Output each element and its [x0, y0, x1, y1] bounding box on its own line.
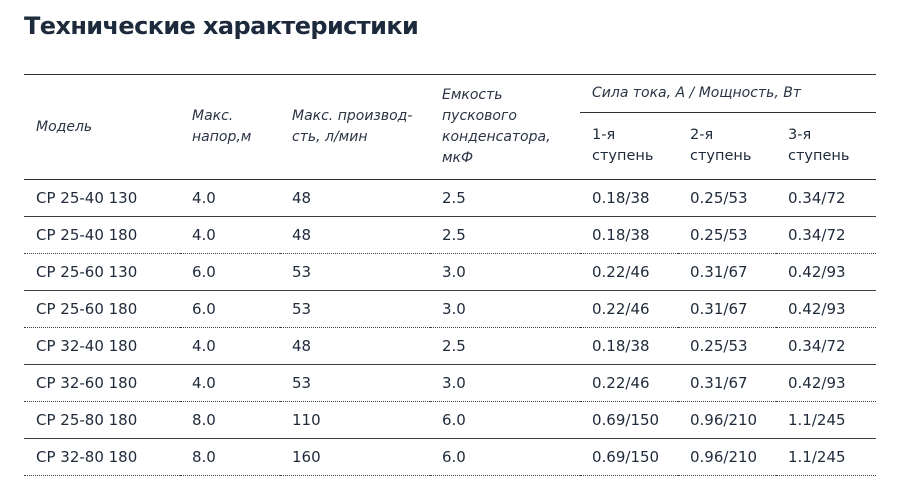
header-stage-3-line2: ступень [788, 148, 850, 164]
cell-stage-1: 0.22/46 [580, 364, 678, 402]
cell-stage-2: 0.25/53 [678, 179, 776, 217]
table-row: CP 32-40 180 4.0 48 2.5 0.18/38 0.25/53 … [24, 327, 876, 365]
cell-stage-3: 0.34/72 [776, 179, 876, 217]
table-row: CP 25-60 180 6.0 53 3.0 0.22/46 0.31/67 … [24, 290, 876, 328]
header-capacitor-line3: конденсатора, [442, 129, 551, 145]
cell-model: CP 25-60 130 [24, 253, 180, 291]
cell-max-head: 8.0 [180, 401, 280, 439]
cell-max-flow: 110 [280, 401, 430, 439]
cell-stage-2: 0.31/67 [678, 364, 776, 402]
cell-capacitor: 3.0 [430, 290, 580, 328]
cell-stage-3: 0.42/93 [776, 253, 876, 291]
cell-capacitor: 3.0 [430, 253, 580, 291]
cell-capacitor: 2.5 [430, 327, 580, 365]
cell-capacitor: 3.0 [430, 364, 580, 402]
cell-model: CP 25-40 130 [24, 179, 180, 217]
cell-capacitor: 6.0 [430, 401, 580, 439]
cell-stage-2: 0.25/53 [678, 327, 776, 365]
cell-stage-1: 0.69/150 [580, 438, 678, 476]
header-stage-3-line1: 3-я [788, 127, 812, 143]
cell-max-flow: 53 [280, 364, 430, 402]
header-stage-3: 3-я ступень [776, 112, 876, 180]
header-capacitor-line1: Емкость [442, 87, 503, 103]
cell-stage-1: 0.22/46 [580, 290, 678, 328]
cell-capacitor: 2.5 [430, 216, 580, 254]
table-header: Модель Макс. напор,м Макс. производ- сть… [24, 74, 876, 180]
page-title: Технические характеристики [24, 12, 419, 40]
cell-stage-1: 0.18/38 [580, 216, 678, 254]
header-max-flow: Макс. производ- сть, л/мин [280, 74, 430, 180]
cell-stage-1: 0.18/38 [580, 179, 678, 217]
cell-max-flow: 53 [280, 253, 430, 291]
header-max-head: Макс. напор,м [180, 74, 280, 180]
cell-stage-1: 0.69/150 [580, 401, 678, 439]
header-max-flow-line2: сть, л/мин [292, 129, 368, 145]
cell-model: CP 25-40 180 [24, 216, 180, 254]
header-stage-2-line2: ступень [690, 148, 752, 164]
cell-max-head: 6.0 [180, 290, 280, 328]
cell-max-flow: 48 [280, 179, 430, 217]
cell-model: CP 32-60 180 [24, 364, 180, 402]
table-row: CP 25-60 130 6.0 53 3.0 0.22/46 0.31/67 … [24, 253, 876, 291]
header-max-head-line2: напор,м [192, 129, 252, 145]
cell-capacitor: 6.0 [430, 438, 580, 476]
cell-model: CP 25-60 180 [24, 290, 180, 328]
cell-stage-1: 0.22/46 [580, 253, 678, 291]
header-capacitor: Емкость пускового конденсатора, мкФ [430, 74, 580, 180]
cell-stage-3: 1.1/245 [776, 401, 876, 439]
cell-stage-3: 1.1/245 [776, 438, 876, 476]
table-row: CP 32-80 180 8.0 160 6.0 0.69/150 0.96/2… [24, 438, 876, 476]
cell-stage-3: 0.42/93 [776, 364, 876, 402]
cell-capacitor: 2.5 [430, 179, 580, 217]
header-stage-2-line1: 2-я [690, 127, 714, 143]
cell-max-head: 4.0 [180, 327, 280, 365]
header-current-power-group: Сила тока, А / Мощность, Вт [580, 74, 876, 113]
table-row: CP 32-60 180 4.0 53 3.0 0.22/46 0.31/67 … [24, 364, 876, 402]
cell-stage-3: 0.34/72 [776, 216, 876, 254]
cell-max-head: 4.0 [180, 364, 280, 402]
cell-model: CP 25-80 180 [24, 401, 180, 439]
header-max-flow-line1: Макс. производ- [292, 108, 413, 124]
cell-stage-2: 0.31/67 [678, 253, 776, 291]
cell-max-head: 8.0 [180, 438, 280, 476]
cell-max-head: 4.0 [180, 179, 280, 217]
cell-model: CP 32-80 180 [24, 438, 180, 476]
cell-max-flow: 48 [280, 216, 430, 254]
header-stage-1: 1-я ступень [580, 112, 678, 180]
cell-stage-2: 0.96/210 [678, 438, 776, 476]
cell-max-flow: 53 [280, 290, 430, 328]
cell-max-flow: 160 [280, 438, 430, 476]
cell-max-flow: 48 [280, 327, 430, 365]
table-row: CP 25-40 130 4.0 48 2.5 0.18/38 0.25/53 … [24, 179, 876, 217]
cell-stage-2: 0.96/210 [678, 401, 776, 439]
header-capacitor-line2: пускового [442, 108, 517, 124]
cell-stage-3: 0.42/93 [776, 290, 876, 328]
header-max-head-line1: Макс. [192, 108, 234, 124]
cell-max-head: 4.0 [180, 216, 280, 254]
cell-stage-2: 0.25/53 [678, 216, 776, 254]
header-stage-2: 2-я ступень [678, 112, 776, 180]
specifications-table: Модель Макс. напор,м Макс. производ- сть… [24, 74, 876, 476]
table-body: CP 25-40 130 4.0 48 2.5 0.18/38 0.25/53 … [24, 179, 876, 476]
header-model: Модель [24, 74, 180, 180]
cell-stage-1: 0.18/38 [580, 327, 678, 365]
header-model-label: Модель [36, 118, 93, 135]
cell-stage-2: 0.31/67 [678, 290, 776, 328]
cell-max-head: 6.0 [180, 253, 280, 291]
header-capacitor-line4: мкФ [442, 150, 474, 166]
table-row: CP 25-40 180 4.0 48 2.5 0.18/38 0.25/53 … [24, 216, 876, 254]
table-row: CP 25-80 180 8.0 110 6.0 0.69/150 0.96/2… [24, 401, 876, 439]
header-stage-1-line1: 1-я [592, 127, 616, 143]
header-stage-1-line2: ступень [592, 148, 654, 164]
cell-model: CP 32-40 180 [24, 327, 180, 365]
cell-stage-3: 0.34/72 [776, 327, 876, 365]
